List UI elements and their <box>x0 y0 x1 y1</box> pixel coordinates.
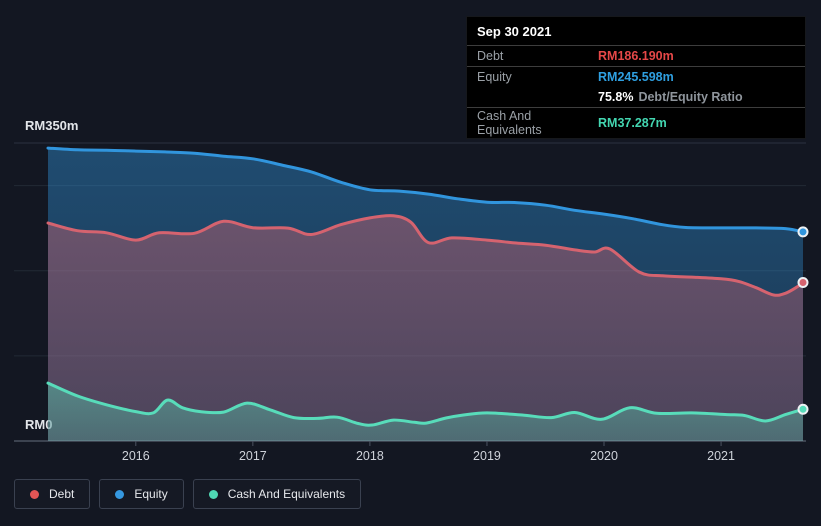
x-axis-label: 2017 <box>239 449 267 463</box>
tooltip-debt-label: Debt <box>477 49 504 63</box>
tooltip-equity-value: RM245.598m <box>598 70 674 84</box>
legend-item-equity[interactable]: Equity <box>99 479 184 509</box>
debt-dot-icon <box>30 489 39 499</box>
legend-item-cash[interactable]: Cash And Equivalents <box>192 479 362 509</box>
x-axis-label: 2020 <box>590 449 618 463</box>
tooltip-row-cash: Cash And Equivalents RM37.287m <box>467 108 805 138</box>
x-axis-label: 2021 <box>707 449 735 463</box>
legend-item-label: Equity <box>134 487 168 501</box>
chart-tooltip: Sep 30 2021 Debt RM186.190m Equity RM245… <box>466 16 806 139</box>
endpoint-marker-debt[interactable] <box>797 276 809 288</box>
equity-dot-icon <box>115 489 125 499</box>
tooltip-ratio-value: 75.8% <box>598 90 634 104</box>
tooltip-cash-label: Cash And Equivalents <box>477 109 542 137</box>
legend-item-label: Debt <box>49 487 75 501</box>
y-axis-max-label: RM350m <box>25 118 79 133</box>
tooltip-row-ratio: 75.8% Debt/Equity Ratio <box>467 87 805 108</box>
tooltip-ratio-label: Debt/Equity Ratio <box>638 90 743 104</box>
line-equity <box>46 146 805 234</box>
area-debt <box>48 215 803 441</box>
y-axis-min-label: RM0 <box>25 417 53 432</box>
legend-item-label: Cash And Equivalents <box>227 487 346 501</box>
legend-item-debt[interactable]: Debt <box>14 479 91 509</box>
tooltip-cash-value: RM37.287m <box>598 116 667 130</box>
line-debt <box>46 214 805 297</box>
x-axis-label: 2018 <box>356 449 384 463</box>
cash-dot-icon <box>208 489 218 499</box>
tooltip-debt-value: RM186.190m <box>598 49 674 63</box>
x-axis-label: 2019 <box>473 449 501 463</box>
endpoint-marker-equity[interactable] <box>797 226 809 238</box>
chart-legend: Debt Equity Cash And Equivalents <box>14 479 362 509</box>
tooltip-row-equity: Equity RM245.598m <box>467 67 805 87</box>
tooltip-date: Sep 30 2021 <box>467 17 805 46</box>
endpoint-marker-cash-and-equivalents[interactable] <box>797 403 809 415</box>
area-cash-and-equivalents <box>48 383 803 441</box>
tooltip-equity-label: Equity <box>477 70 512 84</box>
tooltip-row-debt: Debt RM186.190m <box>467 46 805 67</box>
line-cash-and-equivalents <box>46 381 805 427</box>
x-axis-label: 2016 <box>122 449 150 463</box>
